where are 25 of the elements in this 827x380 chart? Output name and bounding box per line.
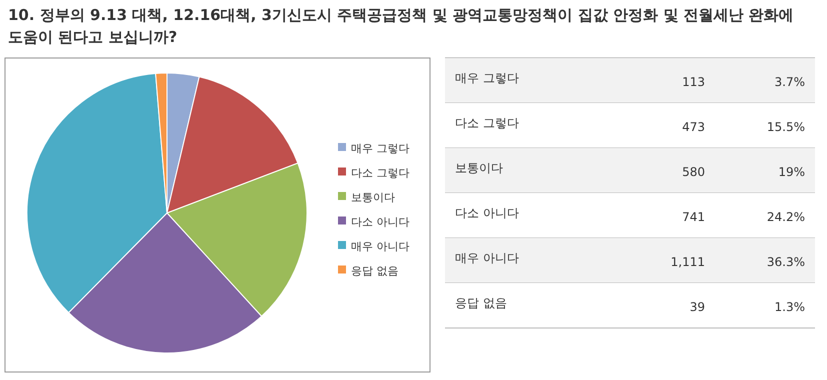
title: 10. 정부의 9.13 대책, 12.16대책, 3기신도시 주택공급정책 및 광역교통망정책이 집값 안정화 및 전월세난 완화에 도움이 된다고 보십니까? — [8, 5, 795, 48]
legend-label: 다소 아니다 — [351, 216, 410, 228]
text: 19% — [778, 165, 805, 179]
text: 매우 아니다 — [455, 251, 519, 265]
text: 39 — [690, 300, 705, 314]
text: 36.3% — [766, 255, 805, 269]
legend-label: 매우 아니다 — [351, 240, 410, 253]
text: 다소 아니다 — [455, 206, 519, 220]
legend-label: 응답 없음 — [351, 264, 398, 278]
text: 보통이다 — [455, 161, 503, 175]
legend-label: 다소 그렇다 — [351, 166, 410, 180]
text: 24.2% — [766, 210, 805, 224]
text: 15.5% — [766, 120, 805, 134]
legend-label: 보통이다 — [351, 191, 395, 204]
text: 741 — [682, 210, 705, 224]
text: 113 — [682, 75, 705, 89]
text: 580 — [682, 165, 705, 179]
text: 473 — [682, 120, 705, 134]
text: 1,111 — [670, 255, 705, 269]
text: 다소 그렇다 — [455, 116, 519, 130]
text: 1.3% — [774, 300, 805, 314]
legend-label: 매우 그렇다 — [351, 142, 410, 155]
text: 3.7% — [774, 75, 805, 89]
text: 매우 그렇다 — [455, 71, 519, 85]
text: 응답 없음 — [455, 296, 507, 310]
